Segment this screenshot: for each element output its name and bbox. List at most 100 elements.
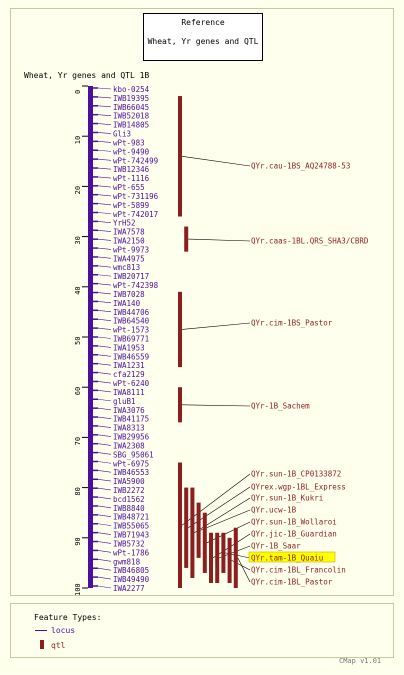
locus-label[interactable]: IWA2277 (113, 584, 145, 593)
locus-label[interactable]: IWB12346 (113, 165, 150, 174)
locus-label[interactable]: IWB69771 (113, 335, 149, 344)
chromosome-backbone[interactable] (88, 86, 93, 588)
locus-label[interactable]: IWB66045 (113, 103, 149, 112)
locus-label[interactable]: IWB49490 (113, 575, 150, 584)
qtl-label[interactable]: QYrex.wgp-1BL_Express (251, 483, 346, 492)
locus-label[interactable]: IWA1953 (113, 343, 145, 352)
locus-label[interactable]: IWA140 (113, 299, 141, 308)
locus-label[interactable]: IWB20717 (113, 272, 149, 281)
reference-box[interactable]: Reference Wheat, Yr genes and QTL (143, 13, 263, 61)
locus-label[interactable]: wPt-742499 (113, 156, 158, 165)
locus-label[interactable]: IWB5732 (113, 539, 145, 548)
qtl-label[interactable]: QYr.sun-1B_Wollaroi (251, 518, 337, 527)
locus-label[interactable]: IWB48721 (113, 513, 149, 522)
qtl-bar[interactable] (202, 512, 207, 573)
qtl-label[interactable]: QYr-1B_Saar (251, 542, 301, 551)
locus-label[interactable]: kbo-0254 (113, 85, 150, 94)
locus-label[interactable]: cfa2129 (113, 370, 145, 379)
locus-label[interactable]: IWB46553 (113, 468, 149, 477)
qtl-label[interactable]: QYr-1B_Sachem (251, 402, 310, 411)
axis-tick-label: 70 (74, 437, 82, 445)
locus-label[interactable]: wPt-9490 (113, 147, 150, 156)
locus-label[interactable]: wPt-6240 (113, 379, 150, 388)
qtl-label[interactable]: QYr.caas-1BL.QRS_SHA3/CBRD (251, 237, 369, 246)
locus-label[interactable]: gwm818 (113, 557, 141, 566)
locus-label[interactable]: wPt-731196 (113, 192, 159, 201)
legend-qtl-swatch (40, 640, 44, 649)
map-title[interactable]: Wheat, Yr genes and QTL 1B (24, 71, 150, 80)
qtl-bar[interactable] (233, 527, 238, 588)
locus-label[interactable]: IWB64540 (113, 317, 150, 326)
qtl-label[interactable]: QYr.cim-1BL_Francolin (251, 566, 346, 575)
locus-label[interactable]: IWB71943 (113, 531, 149, 540)
locus-label[interactable]: SBG_95061 (113, 450, 154, 459)
locus-label[interactable]: wmc813 (113, 263, 140, 272)
locus-connector (97, 132, 112, 134)
locus-connector (97, 114, 112, 117)
locus-label[interactable]: wPt-6975 (113, 459, 149, 468)
qtl-label[interactable]: QYr.cim-1BL_Pastor (251, 578, 333, 587)
qtl-bar[interactable] (227, 537, 232, 583)
locus-label[interactable]: YrH52 (113, 219, 136, 228)
locus-label[interactable]: IWA2150 (113, 236, 145, 245)
locus-label[interactable]: IWB14805 (113, 121, 149, 130)
qtl-bar[interactable] (215, 532, 220, 583)
locus-connector (97, 141, 112, 143)
locus-connector (97, 505, 112, 509)
qtl-bar[interactable] (178, 387, 182, 423)
locus-label[interactable]: wPt-1786 (113, 548, 150, 557)
locus-label[interactable]: bcd1562 (113, 495, 145, 504)
qtl-label[interactable]: QYr.tam-1B_Quaiu (251, 554, 323, 563)
locus-label[interactable]: wPt-1573 (113, 326, 149, 335)
locus-label[interactable]: IWB41175 (113, 415, 149, 424)
locus-label[interactable]: IWA5900 (113, 477, 145, 486)
locus-label[interactable]: IWA7578 (113, 228, 145, 237)
qtl-label[interactable]: QYr.sun-1B_Kukri (251, 494, 323, 503)
locus-label[interactable]: IWA2308 (113, 441, 145, 450)
qtl-bar[interactable] (178, 462, 182, 589)
locus-label[interactable]: IWB52018 (113, 112, 150, 121)
qtl-bar[interactable] (190, 487, 195, 578)
locus-label[interactable]: wPt-1116 (113, 174, 150, 183)
locus-label[interactable]: wPt-9973 (113, 245, 149, 254)
locus-label[interactable]: IWB19395 (113, 94, 149, 103)
locus-connector (97, 407, 112, 411)
locus-label[interactable]: IWB44706 (113, 308, 150, 317)
locus-label[interactable]: IWB8840 (113, 504, 145, 513)
locus-label[interactable]: IWB46805 (113, 566, 149, 575)
qtl-connector (188, 238, 251, 242)
qtl-bar[interactable] (221, 532, 226, 573)
locus-label[interactable]: wPt-5899 (113, 201, 149, 210)
qtl-label[interactable]: QYr.ucw-1B (251, 506, 297, 515)
locus-label[interactable]: gluB1 (113, 397, 136, 406)
locus-label[interactable]: IWA8313 (113, 424, 145, 433)
locus-label[interactable]: IWB55065 (113, 522, 149, 531)
qtl-bar[interactable] (178, 291, 182, 368)
qtl-bar[interactable] (178, 96, 182, 217)
locus-label[interactable]: wPt-742398 (113, 281, 159, 290)
qtl-label[interactable]: QYr.sun-1B_CP0133872 (251, 470, 341, 479)
locus-connector (97, 532, 112, 535)
qtl-label[interactable]: QYr.jic-1B_Guardian (251, 530, 337, 539)
locus-label[interactable]: IWB2272 (113, 486, 145, 495)
qtl-label[interactable]: QYr.cim-1BS_Pastor (251, 319, 333, 328)
locus-label[interactable]: Gli3 (113, 130, 131, 139)
qtl-bar[interactable] (184, 226, 189, 252)
locus-label[interactable]: wPt-655 (113, 183, 145, 192)
qtl-bar[interactable] (196, 502, 201, 558)
locus-label[interactable]: wPt-742017 (113, 210, 158, 219)
locus-label[interactable]: IWB29956 (113, 433, 150, 442)
qtl-label[interactable]: QYr.cau-1BS_AQ24788-53 (251, 162, 350, 171)
locus-label[interactable]: IWA3076 (113, 406, 145, 415)
locus-label[interactable]: IWA8111 (113, 388, 145, 397)
locus-label[interactable]: wPt-983 (113, 138, 145, 147)
locus-connector (97, 550, 112, 553)
locus-label[interactable]: IWB46559 (113, 352, 149, 361)
locus-label[interactable]: IWA4975 (113, 254, 145, 263)
locus-connector (97, 310, 112, 313)
qtl-bar[interactable] (209, 532, 213, 583)
locus-label[interactable]: IWA1231 (113, 361, 145, 370)
qtl-bar[interactable] (184, 487, 189, 568)
axis-tick-label: 10 (74, 136, 82, 144)
locus-label[interactable]: IWB7028 (113, 290, 145, 299)
